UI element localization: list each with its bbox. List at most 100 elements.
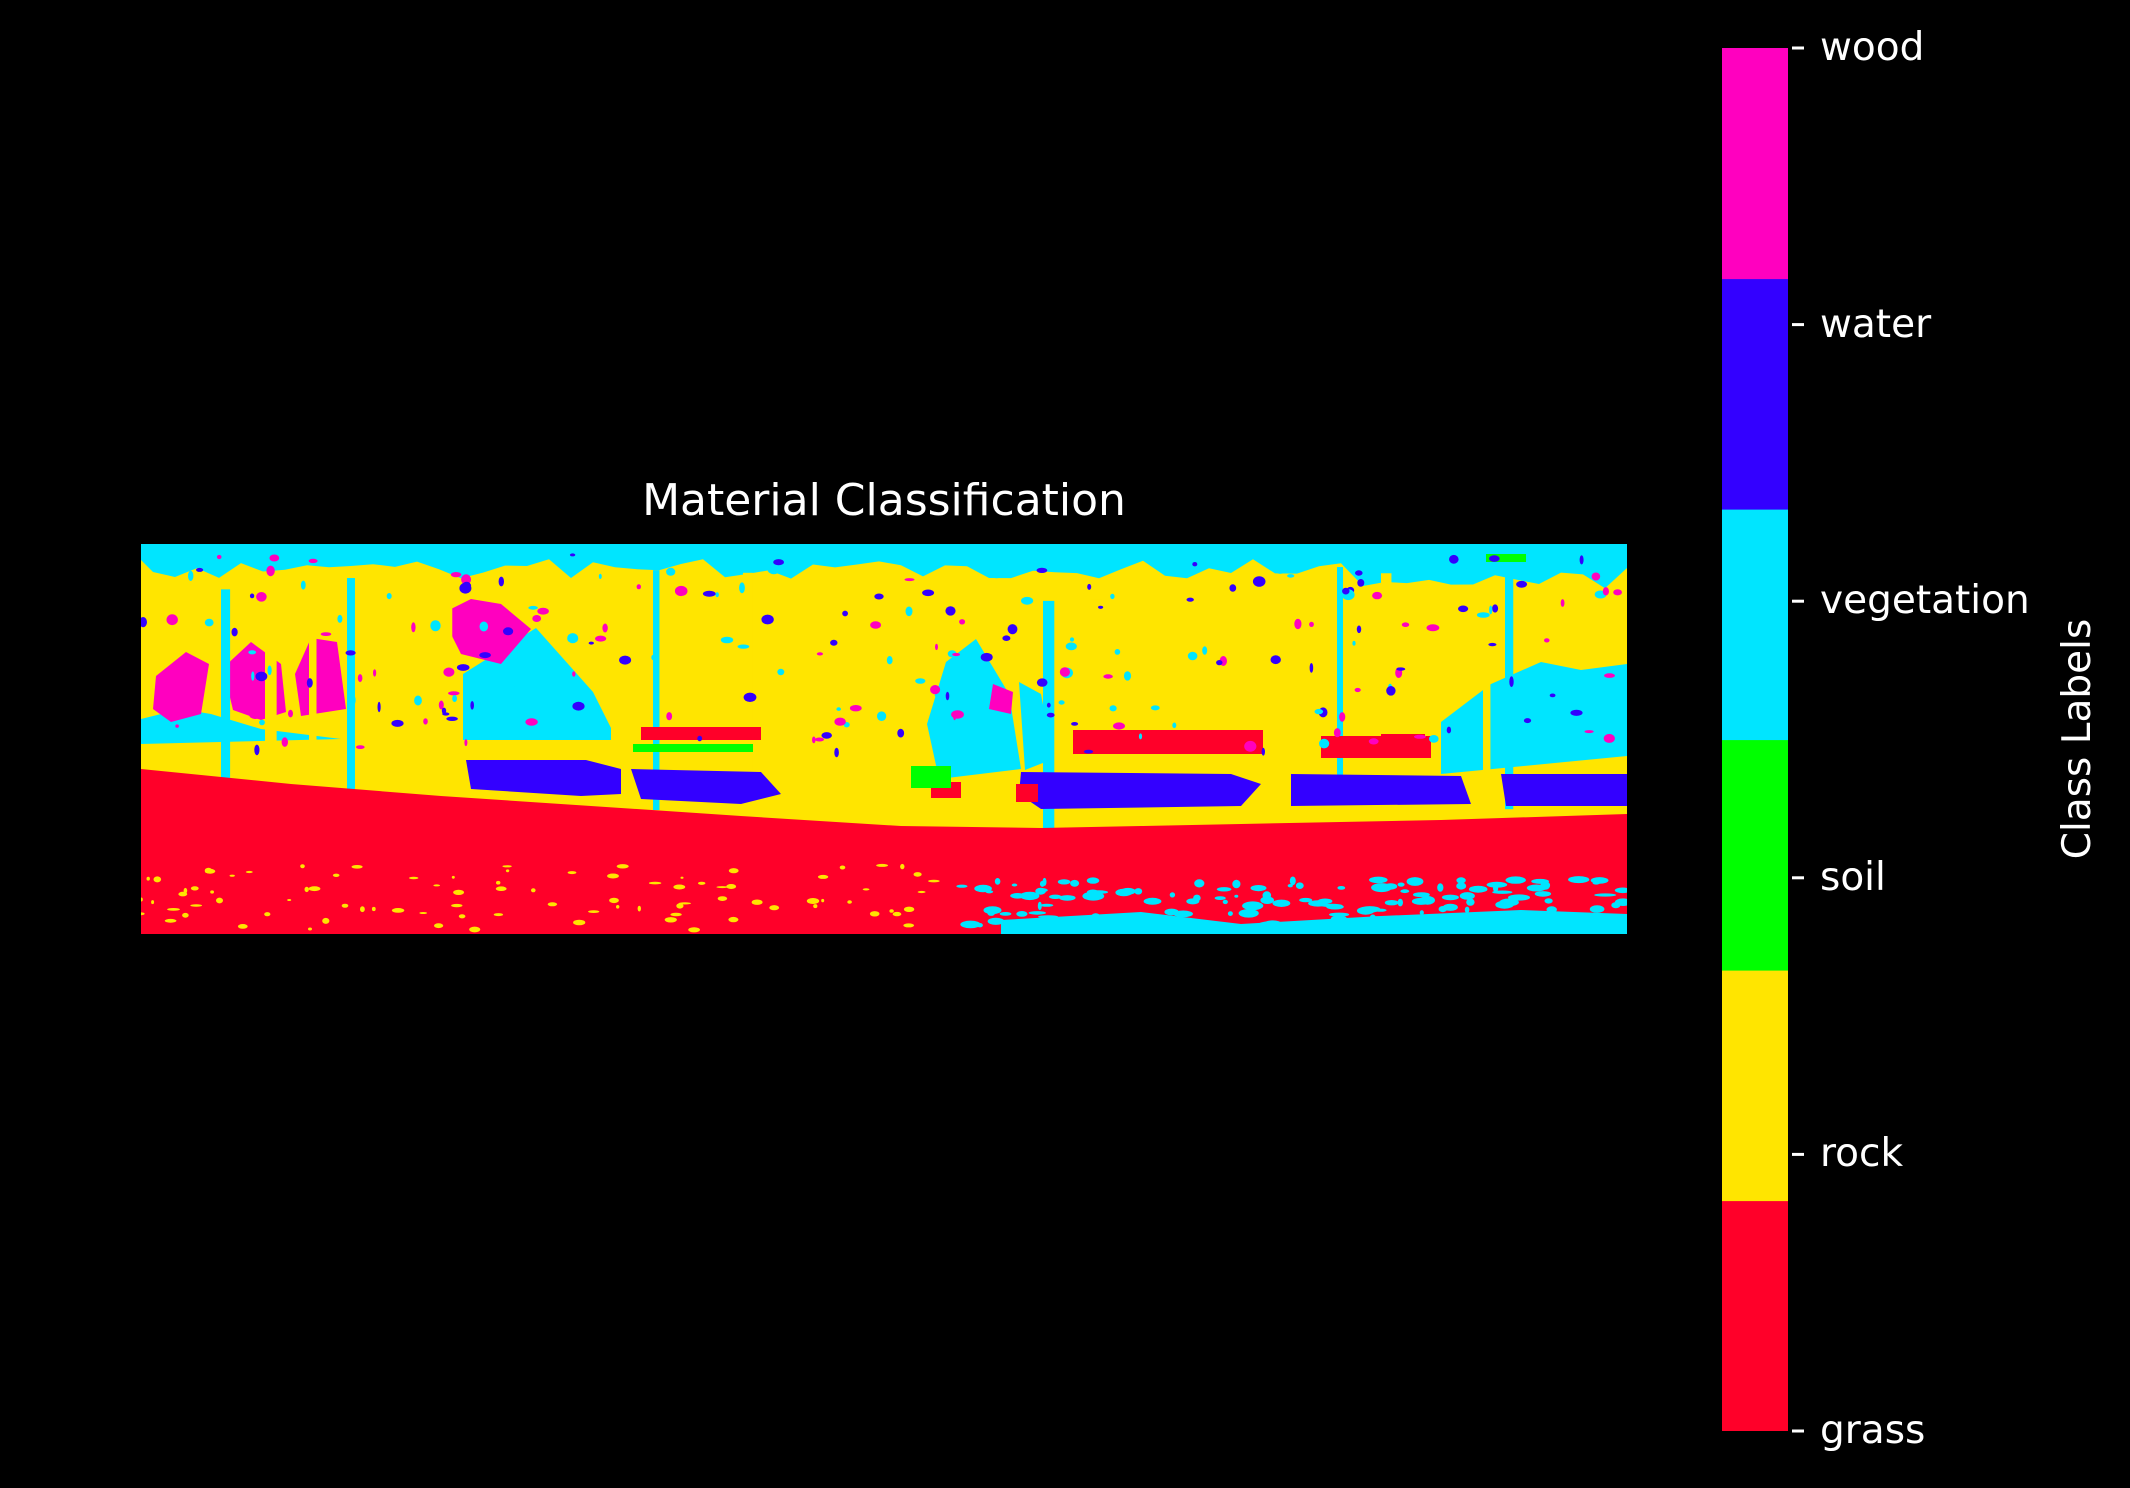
speckle-rock [216,897,223,904]
speckle-vegetation [999,912,1012,916]
speckle-water [874,593,884,600]
tree-trunk [1043,600,1055,837]
speckle-water [1356,625,1362,634]
speckle-vegetation [1369,876,1388,884]
speckle-water [255,671,268,682]
speckle-rock [892,911,902,917]
colorbar-tick-label-water: water [1820,301,1932,347]
speckle-vegetation [1588,718,1601,728]
colorbar-band-grass [1722,1200,1788,1431]
speckle-rock [210,890,214,894]
speckle-wood [904,578,915,582]
speckle-vegetation [1039,880,1045,887]
speckle-rock [495,886,507,891]
speckle-water [462,581,472,590]
speckle-water [1098,605,1104,609]
speckle-water [1007,624,1018,635]
speckle-water [1386,686,1396,696]
speckle-vegetation [259,719,265,726]
speckle-water [470,701,475,710]
speckle-rock [322,917,330,924]
speckle-wood [1333,728,1341,738]
speckle-rock [469,926,481,933]
tree-trunk [1261,575,1268,785]
region-wood-5 [989,684,1013,714]
speckle-wood [636,584,641,590]
speckle-wood [168,667,174,673]
region-water-right [1501,774,1627,806]
speckle-water [391,719,404,727]
speckle-rock [688,927,700,933]
speckle-rock [567,871,577,875]
speckle-rock [300,864,305,869]
speckle-vegetation [1035,887,1046,895]
speckle-vegetation [991,574,1003,579]
speckle-vegetation [877,711,887,721]
colorbar [1722,48,1788,1431]
speckle-vegetation [651,654,656,661]
tree-trunk [1381,573,1392,793]
tree-trunk [1337,567,1344,792]
colorbar-tick-label-soil: soil [1820,854,1886,900]
speckle-wood [930,685,941,695]
speckle-vegetation [1465,567,1475,575]
region-soil-2 [911,766,951,788]
tree-trunk [781,582,791,788]
speckle-vegetation [386,593,392,600]
speckle-rock [502,865,512,868]
speckle-wood [1339,712,1346,722]
tree-trunk [1091,599,1103,830]
speckle-vegetation [915,678,926,684]
speckle-wood [443,667,455,677]
speckle-rock [821,898,825,903]
speckle-rock [151,900,155,905]
speckle-vegetation [1109,705,1117,712]
speckle-water [503,627,514,636]
speckle-vegetation [1508,894,1530,901]
speckle-vegetation [1028,911,1046,915]
speckle-water [830,639,838,646]
speckle-water [588,641,594,645]
speckle-wood [266,565,275,577]
speckle-rock [146,876,150,881]
speckle-wood [1603,733,1615,743]
tree-trunk [309,592,317,816]
speckle-water [1509,676,1514,688]
speckle-water [572,701,585,711]
speckle-vegetation [528,605,538,610]
speckle-water [1046,712,1055,718]
speckle-rock [141,897,143,902]
speckle-rock [190,904,203,907]
speckle-water [1192,562,1198,567]
region-grass-strip [1073,730,1263,754]
speckle-vegetation [956,884,968,888]
speckle-water [1071,722,1079,726]
speckle-vegetation [1489,605,1493,615]
speckle-water [1492,604,1499,613]
speckle-wood [674,585,688,597]
speckle-wood [849,705,862,712]
speckle-vegetation [1319,738,1330,749]
speckle-vegetation [1040,903,1054,907]
speckle-water [1489,555,1500,562]
speckle-rock [453,889,465,895]
speckle-vegetation [1020,891,1040,901]
speckle-wood [175,724,179,728]
speckle-vegetation [1057,879,1071,885]
speckle-rock [434,923,444,929]
speckle-water [345,650,356,656]
speckle-vegetation [739,582,745,594]
speckle-vegetation [1058,700,1065,705]
speckle-rock [676,903,684,909]
speckle-rock [505,869,510,873]
speckle-water [1488,642,1497,647]
speckle-wood [357,674,363,683]
speckle-vegetation [248,650,257,655]
speckle-water [619,655,632,665]
speckle-vegetation [1456,882,1467,890]
speckle-rock [493,913,504,917]
speckle-water [922,589,935,597]
speckle-wood [249,710,262,719]
speckle-water [1355,570,1363,576]
speckle-vegetation [1299,897,1313,903]
